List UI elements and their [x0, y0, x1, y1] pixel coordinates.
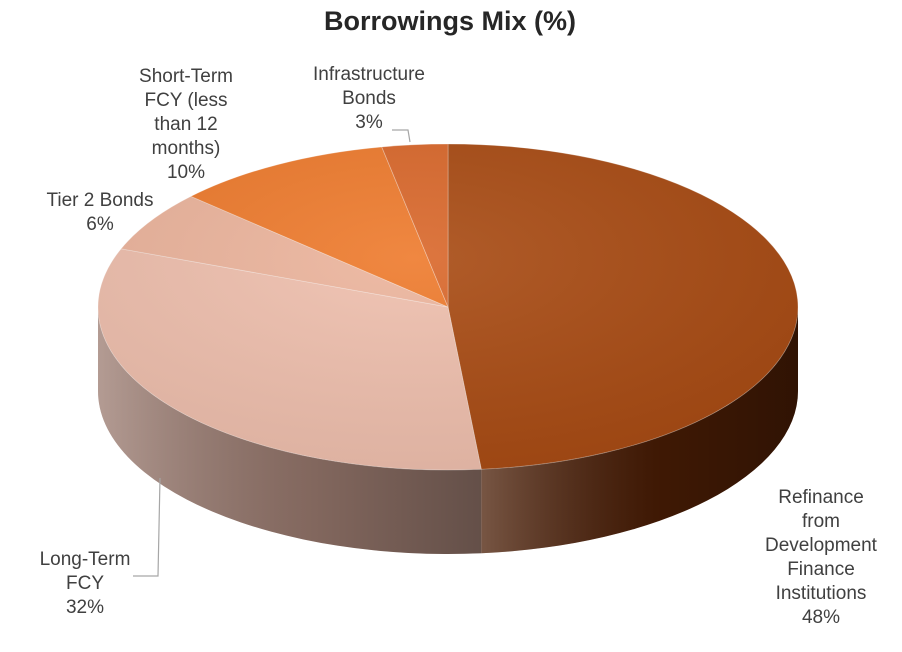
slice-name-line: Refinance — [778, 487, 864, 508]
slice-value-label: 48% — [802, 607, 840, 628]
slice-value-label: 3% — [355, 112, 383, 133]
slice-value-label: 10% — [167, 162, 205, 183]
slice-name-line: FCY (less — [144, 90, 227, 111]
slice-name-line: Infrastructure — [313, 64, 425, 85]
slice-name-line: Short-Term — [139, 66, 233, 87]
slice-label-0: Refinance from Development Finance Instituti… — [765, 487, 878, 628]
slice-name-line: Finance — [787, 559, 855, 580]
slice-label-2: Tier 2 Bonds 6% — [46, 190, 153, 235]
slice-name-line: FCY — [66, 573, 104, 594]
slice-name-line: Long-Term — [40, 549, 131, 570]
slice-name-line: than 12 — [154, 114, 217, 135]
slice-name-line: from — [802, 511, 840, 532]
slice-labels: Refinance from Development Finance Instituti… — [40, 64, 878, 628]
pie-top-sheen — [98, 144, 798, 470]
pie-slice-side-shade-1 — [98, 307, 482, 555]
slice-name-line: Bonds — [342, 88, 396, 109]
slice-name-line: months) — [152, 138, 221, 159]
pie-slice-side-shade-0 — [481, 307, 798, 554]
slice-value-label: 6% — [86, 214, 114, 235]
pie-top-faces — [97, 143, 799, 471]
slice-label-3: Short-Term FCY (less than 12 months) 10% — [139, 66, 233, 183]
slice-name-line: Development — [765, 535, 878, 556]
leader-line-1 — [392, 129, 411, 143]
leader-line-0 — [133, 477, 161, 577]
slice-label-4: Infrastructure Bonds 3% — [313, 64, 425, 133]
pie-side-walls — [98, 307, 798, 555]
chart-title: Borrowings Mix (%) — [324, 6, 576, 36]
slice-name-line: Tier 2 Bonds — [46, 190, 153, 211]
slice-name-line: Institutions — [776, 583, 867, 604]
slice-value-label: 32% — [66, 597, 104, 618]
leader-lines — [133, 129, 411, 577]
slice-label-1: Long-Term FCY 32% — [40, 549, 131, 618]
